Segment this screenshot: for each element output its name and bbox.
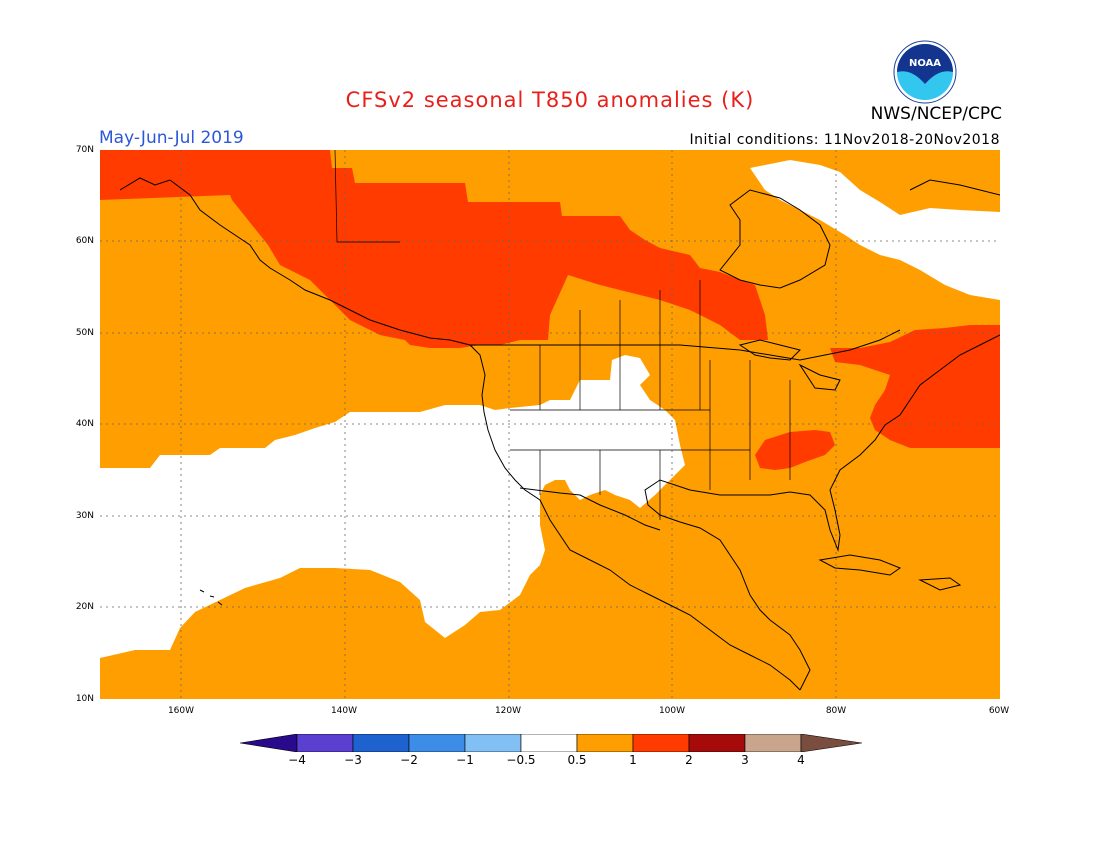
near-normal-utah-patch xyxy=(580,355,650,385)
warm-region-alaska-canada xyxy=(100,150,768,348)
colorbar-bin-2 xyxy=(352,734,410,752)
colorbar-label-4: 4 xyxy=(797,753,805,767)
near-normal-labrador xyxy=(750,160,1000,300)
warm-region-northeast xyxy=(830,325,1000,448)
lat-label-10n: 10N xyxy=(75,694,94,704)
lat-label-50n: 50N xyxy=(75,328,94,338)
colorbar-label-1: 1 xyxy=(629,753,637,767)
colorbar xyxy=(240,734,862,752)
lat-label-70n: 70N xyxy=(75,145,94,155)
forecast-period: May-Jun-Jul 2019 xyxy=(99,128,244,148)
coastlines xyxy=(119,177,1000,691)
lon-label-100w: 100W xyxy=(658,706,686,716)
colorbar-bin-8 xyxy=(688,734,746,752)
colorbar-label-2: 2 xyxy=(685,753,693,767)
near-normal-pacific-southwest xyxy=(100,375,685,658)
colorbar-label-neg4: −4 xyxy=(288,753,306,767)
colorbar-bin-7 xyxy=(632,734,690,752)
colorbar-bin-6 xyxy=(576,734,634,752)
lon-label-160w: 160W xyxy=(167,706,195,716)
colorbar-label-neg3: −3 xyxy=(344,753,362,767)
colorbar-label-3: 3 xyxy=(741,753,749,767)
colorbar-bin-3 xyxy=(408,734,466,752)
colorbar-label-05: 0.5 xyxy=(567,753,587,767)
agency-label: NWS/NCEP/CPC xyxy=(870,104,1002,124)
lat-label-20n: 20N xyxy=(75,602,94,612)
colorbar-bin-5 xyxy=(520,734,578,752)
initial-conditions: Initial conditions: 11Nov2018-20Nov2018 xyxy=(689,132,1000,148)
colorbar-label-neg05: −0.5 xyxy=(506,753,536,767)
colorbar-label-neg2: −2 xyxy=(400,753,418,767)
colorbar-bin-1 xyxy=(296,734,354,752)
colorbar-upper-arrow xyxy=(800,734,862,752)
anomaly-map xyxy=(100,150,1000,699)
interior-borders xyxy=(334,150,791,520)
lat-label-30n: 30N xyxy=(75,511,94,521)
colorbar-bin-9 xyxy=(744,734,802,752)
lat-label-60n: 60N xyxy=(75,236,94,246)
colorbar-label-neg1: −1 xyxy=(456,753,474,767)
lon-label-120w: 120W xyxy=(494,706,522,716)
colorbar-bin-4 xyxy=(464,734,522,752)
lat-label-40n: 40N xyxy=(75,419,94,429)
noaa-logo: NOAA xyxy=(893,40,957,104)
chart-title: CFSv2 seasonal T850 anomalies (K) xyxy=(345,88,755,112)
colorbar-lower-arrow xyxy=(240,734,298,752)
lon-label-80w: 80W xyxy=(825,706,847,716)
noaa-logo-text: NOAA xyxy=(909,58,941,69)
warm-region-tennessee xyxy=(755,430,835,470)
lon-label-140w: 140W xyxy=(330,706,358,716)
gridlines xyxy=(100,150,1000,699)
lon-label-60w: 60W xyxy=(988,706,1010,716)
